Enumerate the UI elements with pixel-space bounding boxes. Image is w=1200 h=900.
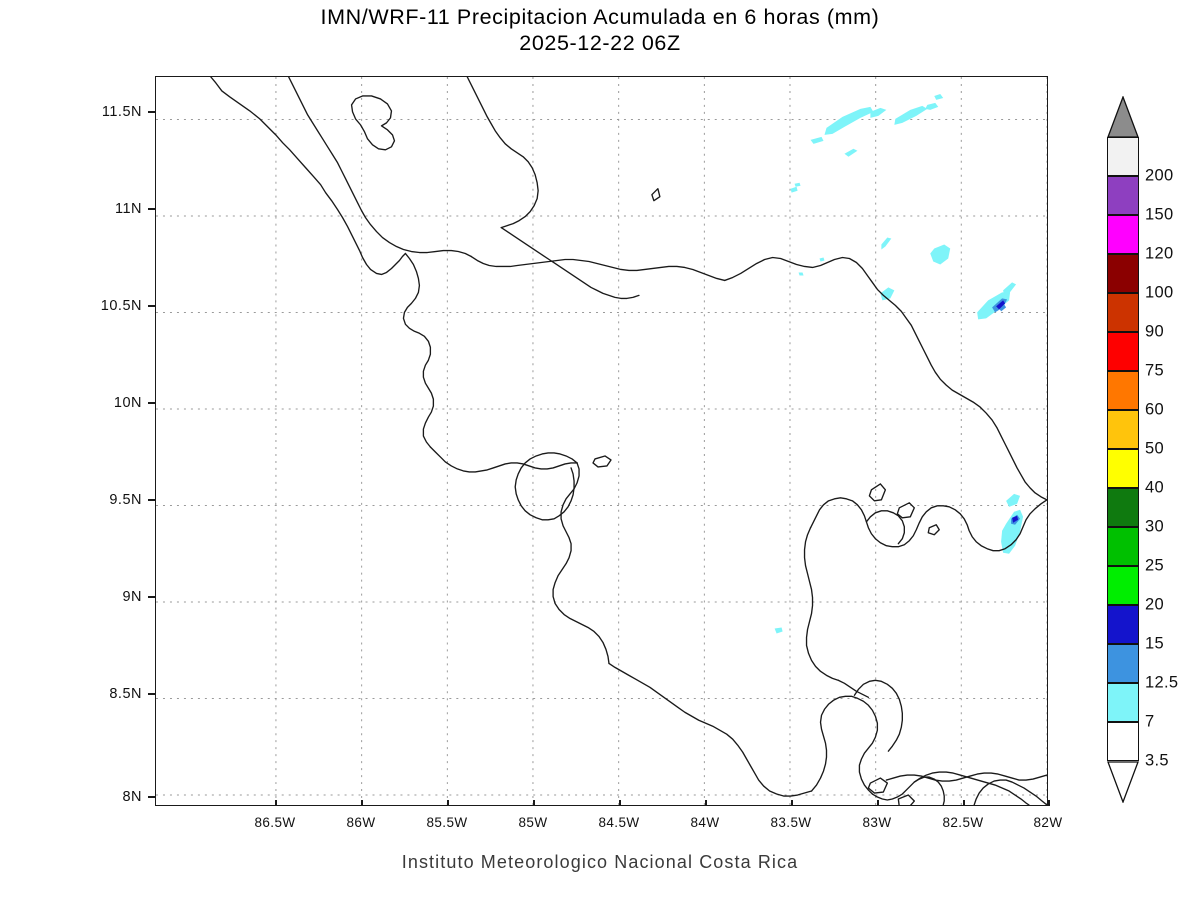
xtick-label-84W: 84W — [690, 815, 720, 830]
ytick-mark-11N — [148, 208, 155, 210]
xtick-label-84.5W: 84.5W — [598, 815, 640, 830]
ytick-mark-10.5N — [148, 305, 155, 307]
page-subtitle: 2025-12-22 06Z — [519, 31, 681, 55]
xtick-mark-82W — [1048, 800, 1050, 806]
xtick-mark-84.5W — [619, 800, 621, 806]
ytick-label-11N: 11N — [114, 201, 142, 217]
xtick-mark-86.5W — [275, 800, 277, 806]
map-plot-area[interactable] — [155, 76, 1048, 806]
ytick-label-10.5N: 10.5N — [100, 298, 142, 314]
colorbar-label-75: 75 — [1145, 361, 1164, 380]
xtick-label-85.5W: 85.5W — [426, 815, 468, 830]
colorbar-band-90 — [1107, 293, 1139, 332]
colorbar-label-90: 90 — [1145, 322, 1164, 341]
colorbar-label-15: 15 — [1145, 634, 1164, 653]
colorbar-label-100: 100 — [1145, 283, 1174, 302]
xtick-label-86.5W: 86.5W — [254, 815, 296, 830]
colorbar-band-75 — [1107, 332, 1139, 371]
colorbar-under-arrow-icon — [1107, 761, 1139, 803]
colorbar-label-3.5: 3.5 — [1145, 751, 1169, 770]
colorbar-label-20: 20 — [1145, 595, 1164, 614]
ytick-mark-8.5N — [148, 693, 155, 695]
xtick-label-83W: 83W — [862, 815, 892, 830]
xtick-mark-82.5W — [963, 800, 965, 806]
colorbar-band-100 — [1107, 254, 1139, 293]
colorbar-band-3.5 — [1107, 722, 1139, 761]
colorbar-band-120 — [1107, 215, 1139, 254]
colorbar-band-20 — [1107, 566, 1139, 605]
ytick-label-11.5N: 11.5N — [101, 104, 142, 120]
xtick-mark-85.5W — [447, 800, 449, 806]
colorbar-band-15 — [1107, 605, 1139, 644]
colorbar-label-200: 200 — [1145, 166, 1174, 185]
colorbar-label-40: 40 — [1145, 478, 1164, 497]
ytick-mark-10N — [148, 402, 155, 404]
colorbar-over-arrow-icon — [1107, 96, 1139, 138]
colorbar-band-200 — [1107, 137, 1139, 176]
colorbar-legend[interactable]: 200 150 120 100 90 75 60 50 40 30 25 20 15 12.5 7 3.5 — [1107, 96, 1199, 836]
colorbar-label-60: 60 — [1145, 400, 1164, 419]
colorbar-band-150 — [1107, 176, 1139, 215]
colorbar-label-25: 25 — [1145, 556, 1164, 575]
ytick-label-9N: 9N — [122, 589, 142, 605]
xtick-mark-83W — [877, 800, 879, 806]
colorbar-band-25 — [1107, 527, 1139, 566]
ytick-label-9.5N: 9.5N — [109, 492, 142, 508]
xtick-mark-85W — [533, 800, 535, 806]
colorbar-label-50: 50 — [1145, 439, 1164, 458]
colorbar-label-30: 30 — [1145, 517, 1164, 536]
xtick-mark-84W — [705, 800, 707, 806]
footer-credit: Instituto Meteorologico Nacional Costa R… — [401, 852, 799, 872]
xtick-label-85W: 85W — [518, 815, 548, 830]
colorbar-band-50 — [1107, 410, 1139, 449]
ytick-label-8.5N: 8.5N — [109, 686, 142, 702]
ytick-mark-8N — [148, 796, 155, 798]
xtick-mark-83.5W — [791, 800, 793, 806]
colorbar-label-7: 7 — [1145, 712, 1155, 731]
xtick-label-86W: 86W — [346, 815, 376, 830]
xtick-mark-86W — [361, 800, 363, 806]
colorbar-label-120: 120 — [1145, 244, 1174, 263]
ytick-mark-9N — [148, 596, 155, 598]
colorbar-band-40 — [1107, 449, 1139, 488]
coastline-overlay — [210, 77, 1047, 805]
precipitation-shading — [774, 93, 1024, 634]
colorbar-label-12.5: 12.5 — [1145, 673, 1179, 692]
colorbar-band-12.5 — [1107, 644, 1139, 683]
xtick-label-82W: 82W — [1033, 815, 1063, 830]
colorbar-band-30 — [1107, 488, 1139, 527]
page-title: IMN/WRF-11 Precipitacion Acumulada en 6 … — [320, 5, 880, 29]
colorbar-label-150: 150 — [1145, 205, 1174, 224]
ytick-mark-9.5N — [148, 499, 155, 501]
colorbar-band-60 — [1107, 371, 1139, 410]
colorbar-band-7 — [1107, 683, 1139, 722]
ytick-label-8N: 8N — [122, 789, 142, 805]
xtick-label-82.5W: 82.5W — [942, 815, 984, 830]
xtick-label-83.5W: 83.5W — [770, 815, 812, 830]
chart-title-block: IMN/WRF-11 Precipitacion Acumulada en 6 … — [0, 4, 1200, 56]
grid-lines — [156, 77, 1047, 805]
ytick-mark-11.5N — [148, 111, 155, 113]
ytick-label-10N: 10N — [113, 395, 142, 411]
